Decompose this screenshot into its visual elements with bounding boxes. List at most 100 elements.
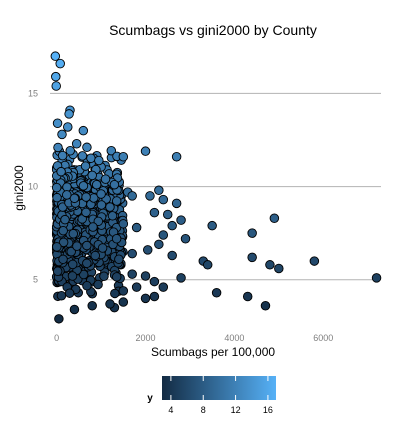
data-point — [118, 297, 129, 307]
data-point — [52, 266, 63, 277]
x-tick-label: 4000 — [224, 333, 244, 343]
data-point — [149, 276, 160, 287]
chart-title: Scumbags vs gini2000 by County — [109, 22, 317, 38]
data-point — [105, 202, 115, 212]
y-tick-label: 5 — [33, 275, 38, 285]
data-point — [94, 155, 104, 166]
data-point — [171, 152, 182, 162]
data-point — [105, 299, 115, 309]
data-point — [371, 273, 382, 283]
data-point — [274, 263, 284, 274]
x-tick-label: 2000 — [136, 333, 156, 343]
data-point — [180, 233, 191, 244]
data-point — [211, 287, 222, 298]
data-point — [269, 213, 280, 223]
data-point — [88, 222, 98, 232]
data-point — [52, 118, 63, 128]
data-point — [309, 256, 320, 266]
data-point — [142, 245, 153, 255]
data-point — [69, 304, 80, 315]
data-point — [69, 193, 80, 204]
data-point — [96, 189, 106, 199]
data-point — [265, 260, 275, 270]
data-point — [112, 272, 122, 282]
data-point — [176, 273, 186, 283]
data-point — [167, 220, 177, 231]
data-point — [154, 239, 164, 250]
data-point — [78, 181, 89, 191]
data-point — [93, 279, 103, 290]
data-point — [127, 248, 137, 259]
data-point — [109, 179, 120, 190]
data-point — [158, 282, 169, 292]
data-point — [56, 166, 66, 177]
data-point — [171, 198, 182, 209]
colorbar-ticks: 4 8 12 16 — [168, 376, 273, 415]
data-point — [62, 182, 72, 192]
data-point — [140, 146, 151, 156]
data-point — [149, 207, 160, 218]
data-point — [100, 174, 111, 184]
data-point — [118, 152, 129, 162]
x-tick-label: 6000 — [313, 333, 333, 343]
data-point — [52, 242, 62, 252]
data-point — [65, 146, 75, 156]
data-point — [162, 209, 173, 220]
data-point — [167, 250, 177, 261]
data-point — [55, 58, 65, 69]
data-point — [78, 269, 89, 280]
data-point — [52, 192, 62, 203]
y-tick-labels: 5 10 15 — [28, 88, 38, 284]
data-point — [82, 258, 92, 269]
x-tick-labels: 0 2000 4000 6000 — [54, 333, 333, 343]
data-point — [60, 214, 70, 225]
colorbar-tick-label: 12 — [231, 405, 241, 415]
data-point — [107, 211, 118, 221]
data-point — [207, 220, 217, 231]
colorbar-tick-label: 8 — [201, 405, 206, 415]
data-point — [81, 192, 91, 202]
data-point — [71, 138, 82, 149]
y-tick-label: 10 — [28, 182, 38, 192]
data-point — [57, 129, 67, 140]
data-point — [82, 240, 92, 251]
data-point — [64, 288, 75, 298]
data-point — [140, 293, 151, 304]
data-point — [68, 228, 79, 239]
data-point — [51, 71, 61, 82]
data-points — [50, 51, 382, 324]
data-point — [57, 150, 68, 161]
x-tick-label: 0 — [54, 333, 59, 343]
data-point — [87, 170, 97, 181]
data-point — [56, 291, 67, 301]
data-point — [87, 301, 97, 311]
data-point — [81, 207, 91, 218]
data-point — [242, 291, 253, 302]
data-point — [154, 185, 164, 196]
data-point — [110, 288, 120, 299]
data-point — [82, 280, 92, 291]
data-point — [247, 228, 257, 238]
data-point — [58, 225, 68, 236]
data-point — [82, 142, 92, 153]
data-point — [145, 191, 155, 201]
colorbar-legend: y 4 8 12 16 — [147, 376, 276, 415]
colorbar-tick-label: 4 — [168, 405, 173, 415]
data-point — [53, 142, 63, 153]
data-point — [176, 215, 186, 225]
data-point — [62, 190, 72, 200]
data-point — [127, 191, 137, 201]
data-point — [260, 301, 271, 311]
data-point — [58, 254, 68, 265]
data-point — [51, 81, 61, 91]
data-point — [50, 51, 61, 61]
data-point — [86, 153, 96, 164]
data-point — [63, 122, 73, 132]
data-point — [158, 194, 169, 205]
data-point — [91, 179, 102, 190]
data-point — [114, 254, 124, 264]
data-point — [131, 222, 142, 233]
data-point — [93, 216, 104, 227]
data-point — [111, 233, 122, 244]
data-point — [66, 246, 76, 257]
